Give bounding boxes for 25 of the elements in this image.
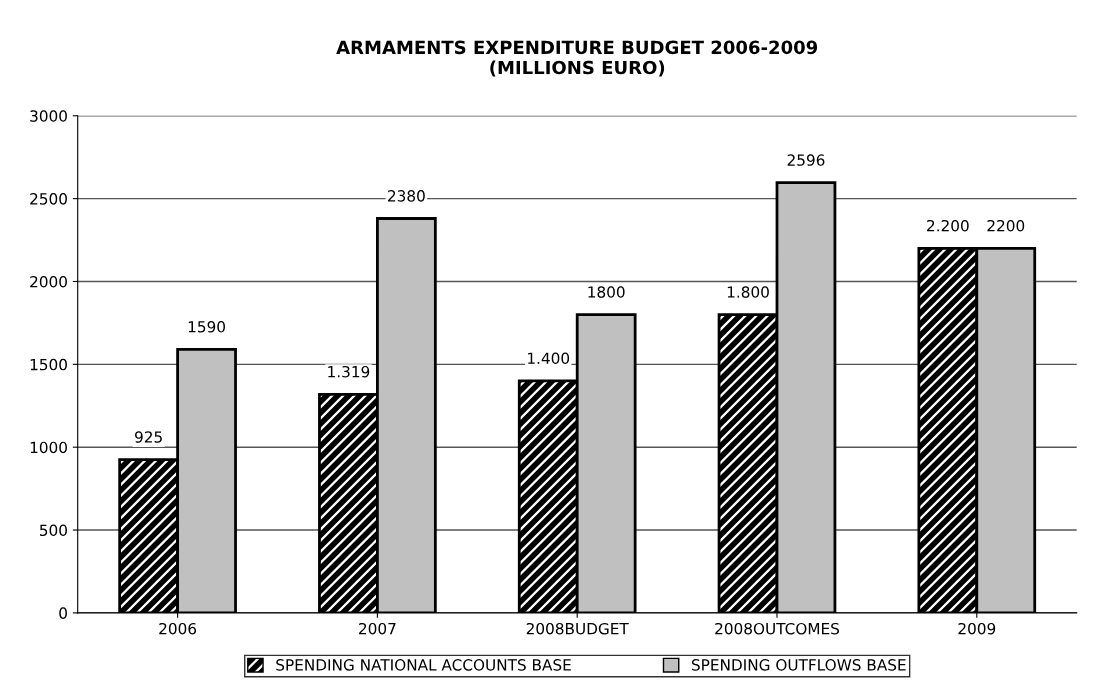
x-tick-label: 2009 bbox=[958, 622, 996, 635]
y-tick-label: 500 bbox=[40, 524, 67, 537]
x-tick-label: 2008BUDGET bbox=[526, 622, 629, 635]
data-label: 2200 bbox=[987, 219, 1025, 232]
x-tick-label: 2006 bbox=[159, 622, 197, 635]
x-tick-label: 2007 bbox=[359, 622, 396, 635]
y-tick-label: 2000 bbox=[30, 275, 67, 288]
data-label: 2596 bbox=[787, 154, 825, 166]
x-tick-label: 2008OUTCOMES bbox=[715, 622, 840, 635]
y-tick-label: 2500 bbox=[30, 193, 67, 205]
data-label: 2380 bbox=[388, 190, 425, 202]
data-label: 1.800 bbox=[727, 286, 769, 298]
legend-label: SPENDING OUTFLOWS BASE bbox=[691, 659, 906, 671]
chart-title: ARMAMENTS EXPENDITURE BUDGET 2006-2009 (MILLIONS EURO) bbox=[336, 40, 818, 77]
y-tick-label: 0 bbox=[59, 607, 67, 619]
data-label: 925 bbox=[135, 431, 162, 443]
data-label: 2.200 bbox=[927, 219, 969, 232]
data-label: 1590 bbox=[188, 321, 225, 333]
data-label: 1.319 bbox=[328, 365, 370, 378]
data-label: 1800 bbox=[588, 286, 625, 298]
legend-label: SPENDING NATIONAL ACCOUNTS BASE bbox=[276, 659, 571, 671]
y-tick-label: 3000 bbox=[30, 110, 67, 122]
y-tick-label: 1500 bbox=[30, 358, 67, 371]
data-label: 1.400 bbox=[528, 352, 570, 365]
y-tick-label: 1000 bbox=[30, 441, 67, 454]
